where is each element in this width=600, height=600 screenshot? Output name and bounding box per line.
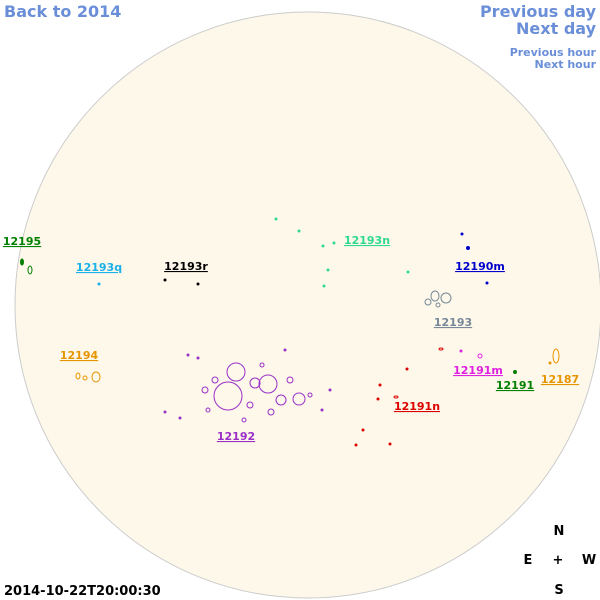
sunspot	[259, 362, 265, 368]
compass-west: W	[582, 553, 596, 568]
sunspot	[82, 375, 88, 381]
region-labels: 12195 12193q 12193r 12193n 12190m 12193 12194 1…	[3, 234, 579, 443]
sunspot	[297, 229, 301, 233]
sunspot	[286, 376, 294, 384]
sunspot	[326, 268, 330, 272]
region-spots	[163, 348, 332, 423]
region-spots	[424, 290, 452, 308]
sunspot	[20, 258, 24, 266]
sunspot	[274, 217, 278, 221]
region-spots	[97, 282, 101, 286]
sunspot	[485, 281, 489, 285]
sunspot	[406, 270, 410, 274]
region-label: 12191m	[453, 364, 503, 377]
region-spots	[163, 278, 200, 286]
sunspot	[424, 298, 432, 306]
sunspot	[361, 428, 365, 432]
sunspot	[196, 282, 200, 286]
region-spots	[460, 232, 489, 285]
sunspot	[378, 383, 382, 387]
region-spots	[548, 348, 560, 365]
sunspot	[440, 292, 452, 304]
sunspot	[460, 232, 464, 236]
sunspot	[548, 361, 552, 365]
sunspot	[328, 388, 332, 392]
region-spots	[75, 371, 101, 383]
solar-disc	[14, 11, 600, 599]
sunspot	[226, 362, 246, 382]
sunspot	[322, 284, 326, 288]
region-label: 12193q	[76, 261, 122, 274]
sunspot	[196, 356, 200, 360]
sunspot	[213, 381, 243, 411]
region-spots	[20, 258, 33, 275]
sunspot	[430, 290, 440, 302]
sunspot	[459, 349, 463, 353]
sunspot	[75, 372, 81, 380]
sunspot	[513, 370, 517, 374]
sunspot	[393, 395, 399, 399]
sunspot	[405, 367, 409, 371]
sunspot	[552, 348, 560, 364]
sunspot	[435, 302, 441, 308]
compass-east: E	[524, 553, 533, 568]
sunspot	[283, 348, 287, 352]
region-label: 12187	[541, 373, 579, 386]
region-label: 12193	[434, 316, 472, 329]
region-label: 12191n	[394, 400, 440, 413]
sunspot	[267, 408, 275, 416]
sunspot	[163, 278, 167, 282]
region-label: 12193n	[344, 234, 390, 247]
next-day-link[interactable]: Next day	[516, 19, 597, 38]
sunspot	[466, 246, 470, 250]
sunspot	[91, 371, 101, 383]
region-label: 12192	[217, 430, 255, 443]
compass-north: N	[554, 524, 565, 539]
timestamp: 2014-10-22T20:00:30	[4, 584, 161, 599]
region-spots	[354, 347, 444, 447]
region-spots	[459, 349, 483, 359]
region-label: 12195	[3, 235, 41, 248]
region-spots	[513, 370, 517, 374]
previous-day-link[interactable]: Previous day	[480, 2, 597, 21]
sunspot	[163, 410, 167, 414]
previous-hour-link[interactable]: Previous hour	[510, 46, 597, 59]
sunspot	[307, 392, 313, 398]
sunspot	[211, 376, 219, 384]
sunspot	[376, 397, 380, 401]
sunspot	[320, 408, 324, 412]
sunspot	[249, 377, 261, 389]
sunspot	[332, 241, 336, 245]
next-hour-link[interactable]: Next hour	[535, 58, 597, 71]
sunspot	[438, 347, 444, 351]
compass-south: S	[554, 583, 563, 598]
back-link[interactable]: Back to 2014	[4, 2, 121, 21]
sunspot	[246, 401, 254, 409]
sunspot	[205, 407, 211, 413]
sunspot	[241, 417, 247, 423]
region-label: 12190m	[455, 260, 505, 273]
region-label: 12193r	[164, 260, 208, 273]
compass-center: +	[553, 553, 564, 568]
sunspots	[20, 217, 560, 447]
sunspot	[354, 443, 358, 447]
region-label: 12194	[60, 349, 99, 362]
sunspot	[201, 386, 209, 394]
sunspot	[97, 282, 101, 286]
sunspot	[477, 353, 483, 359]
sunspot	[27, 265, 33, 275]
sunspot	[258, 374, 278, 394]
sunspot	[321, 244, 325, 248]
sunspot	[186, 353, 190, 357]
region-spots	[274, 217, 410, 288]
region-label: 12191	[496, 379, 534, 392]
sunspot	[178, 416, 182, 420]
sunspot	[275, 394, 287, 406]
sunspot	[388, 442, 392, 446]
sunspot	[292, 392, 306, 406]
